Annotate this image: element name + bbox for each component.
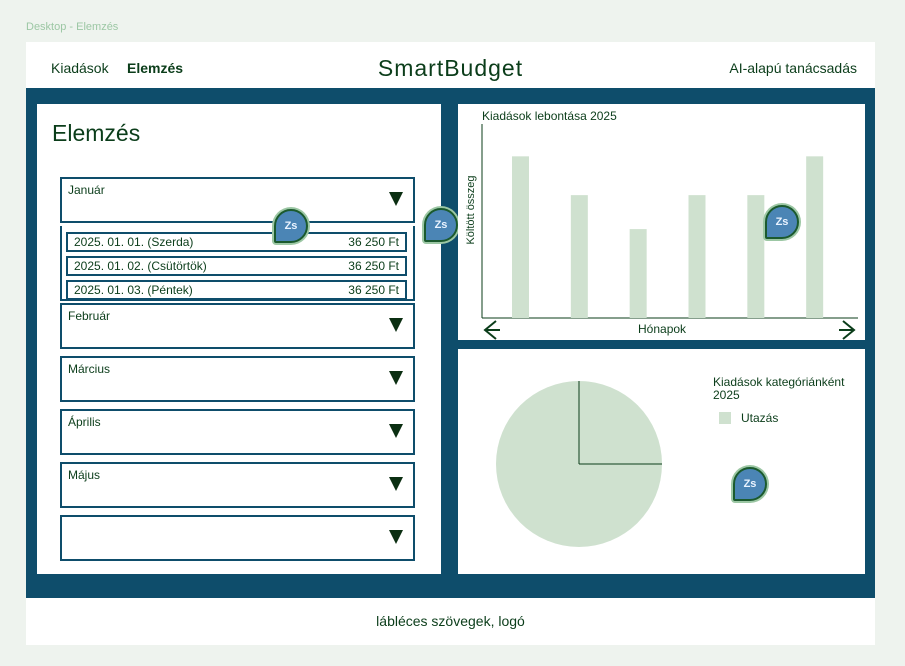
bar-5	[747, 195, 765, 318]
expense-row[interactable]: 2025. 01. 03. (Péntek) 36 250 Ft	[66, 280, 407, 300]
expense-date: 2025. 01. 02. (Csütörtök)	[74, 259, 207, 273]
page-title: Elemzés	[52, 120, 141, 146]
january-entries: 2025. 01. 01. (Szerda) 36 250 Ft 2025. 0…	[60, 226, 415, 301]
bar-3	[629, 229, 647, 318]
ai-advice-link[interactable]: AI-alapú tanácsadás	[729, 60, 857, 76]
dropdown-caret-icon[interactable]	[389, 530, 403, 544]
legend-swatch	[719, 412, 731, 424]
brand-logo-text[interactable]: SmartBudget	[377, 55, 524, 81]
expense-date: 2025. 01. 03. (Péntek)	[74, 283, 193, 297]
bar-6	[806, 156, 824, 318]
nav-item-kiadasok[interactable]: Kiadások	[51, 60, 109, 76]
dropdown-caret-icon[interactable]	[389, 192, 403, 206]
comment-avatar-icon[interactable]: Zs	[274, 209, 308, 243]
bar-chart-panel: Kiadások lebontása 2025 Költött összeg H…	[458, 104, 865, 340]
expense-row[interactable]: 2025. 01. 02. (Csütörtök) 36 250 Ft	[66, 256, 407, 276]
pie-chart	[496, 381, 662, 547]
month-label: Március	[68, 362, 111, 376]
analysis-panel: Elemzés Január 2025. 01. 01. (Szerda) 36…	[37, 104, 441, 574]
frame-label: Desktop - Elemzés	[26, 21, 119, 33]
month-dropdown-march[interactable]: Március	[60, 356, 415, 402]
expense-amount: 36 250 Ft	[348, 283, 399, 297]
dropdown-caret-icon[interactable]	[389, 477, 403, 491]
x-axis-label: Hónapok	[638, 322, 687, 336]
comment-avatar-icon[interactable]: Zs	[424, 208, 458, 242]
bar-chart	[481, 124, 858, 340]
month-label: Április	[68, 415, 101, 429]
right-arrow-icon[interactable]	[839, 320, 856, 340]
left-arrow-icon[interactable]	[483, 320, 500, 340]
pie-chart-panel: Kiadások kategóriánként 2025 Utazás Zs	[458, 349, 865, 574]
expense-amount: 36 250 Ft	[348, 259, 399, 273]
nav-item-elemzes[interactable]: Elemzés	[127, 60, 184, 76]
expense-date: 2025. 01. 01. (Szerda)	[74, 235, 194, 249]
main-content: Elemzés Január 2025. 01. 01. (Szerda) 36…	[26, 88, 875, 598]
expense-row[interactable]: 2025. 01. 01. (Szerda) 36 250 Ft	[66, 232, 407, 252]
pie-chart-title: Kiadások kategóriánként 2025	[713, 375, 845, 402]
dropdown-caret-icon[interactable]	[389, 424, 403, 438]
month-dropdown-april[interactable]: Április	[60, 409, 415, 455]
expense-amount: 36 250 Ft	[348, 235, 399, 249]
legend-label: Utazás	[741, 411, 779, 425]
comment-avatar-icon[interactable]: Zs	[733, 467, 767, 501]
comment-avatar-icon[interactable]: Zs	[765, 205, 799, 239]
footer: lábléces szövegek, logó	[26, 598, 875, 645]
month-dropdown-may[interactable]: Május	[60, 462, 415, 508]
top-header: Kiadások Elemzés SmartBudget AI-alapú ta…	[26, 42, 875, 88]
y-axis-label: Költött összeg	[465, 175, 477, 245]
month-dropdown-february[interactable]: Február	[60, 303, 415, 349]
month-label: Február	[68, 309, 111, 323]
month-dropdown-january[interactable]: Január	[60, 177, 415, 223]
dropdown-caret-icon[interactable]	[389, 318, 403, 332]
dropdown-caret-icon[interactable]	[389, 371, 403, 385]
bar-4	[688, 195, 706, 318]
bar-2	[570, 195, 588, 318]
month-dropdown-empty[interactable]	[60, 515, 415, 561]
bar-1	[512, 156, 529, 318]
month-label: Május	[68, 468, 101, 482]
bar-chart-title: Kiadások lebontása 2025	[482, 109, 617, 123]
month-label: Január	[68, 183, 105, 197]
